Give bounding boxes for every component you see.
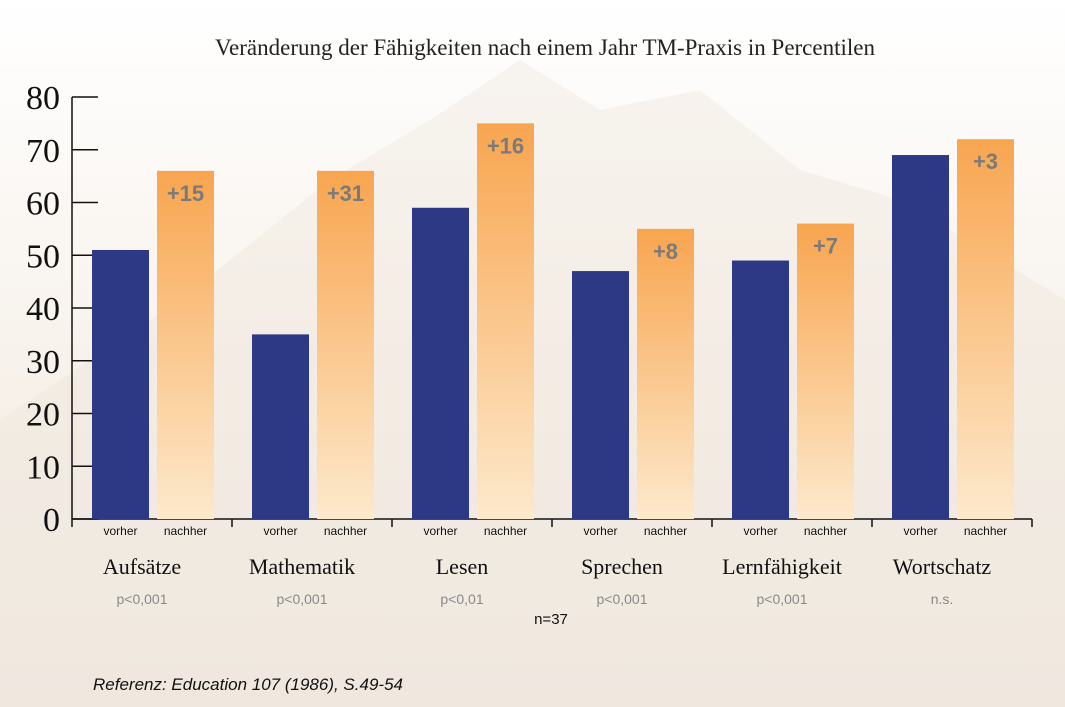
- significance-label: p<0,001: [757, 591, 808, 607]
- category-label: Lesen: [436, 554, 489, 579]
- bar-label-nachher: nachher: [164, 524, 207, 538]
- reference-note: Referenz: Education 107 (1986), S.49-54: [93, 675, 403, 694]
- category-label: Sprechen: [581, 554, 663, 579]
- bar-nachher-1: [317, 170, 374, 519]
- category-label: Mathematik: [249, 554, 355, 579]
- x-axis: vorher nachher Aufsätze p<0,001 vorher nachhe…: [71, 518, 1033, 607]
- bar-vorher-4: [732, 260, 789, 519]
- bar-label-vorher: vorher: [423, 524, 457, 538]
- bar-vorher-1: [252, 334, 309, 519]
- y-tick-label: 60: [26, 186, 60, 223]
- category-label: Aufsätze: [103, 554, 181, 579]
- difference-label: +7: [813, 234, 838, 259]
- y-tick-label: 40: [26, 291, 60, 328]
- difference-label: +8: [653, 239, 678, 264]
- bar-label-nachher: nachher: [644, 524, 687, 538]
- bar-vorher-0: [92, 249, 149, 519]
- chart-title: Veränderung der Fähigkeiten nach einem J…: [215, 35, 875, 60]
- bar-label-nachher: nachher: [484, 524, 527, 538]
- bar-label-vorher: vorher: [263, 524, 297, 538]
- bar-label-vorher: vorher: [103, 524, 137, 538]
- bar-label-nachher: nachher: [964, 524, 1007, 538]
- bar-label-vorher: vorher: [743, 524, 777, 538]
- bar-vorher-2: [412, 207, 469, 519]
- y-tick-label: 20: [26, 397, 60, 434]
- bar-label-nachher: nachher: [324, 524, 367, 538]
- significance-label: p<0,001: [597, 591, 648, 607]
- difference-label: +3: [973, 149, 998, 174]
- y-axis: 0 10 20 30 40 50 60 70 80: [26, 80, 98, 539]
- y-tick-label: 70: [26, 133, 60, 170]
- bar-label-nachher: nachher: [804, 524, 847, 538]
- bar-nachher-4: [797, 223, 854, 519]
- significance-label: n.s.: [931, 591, 954, 607]
- bar-vorher-3: [572, 271, 629, 519]
- difference-label: +16: [487, 133, 524, 158]
- y-tick-label: 30: [26, 344, 60, 381]
- bars: +15 +31 +16 +8 +7 +3: [92, 123, 1014, 519]
- sample-size: n=37: [534, 611, 568, 628]
- category-label: Lernfähigkeit: [722, 554, 842, 579]
- difference-label: +31: [327, 181, 364, 206]
- bar-nachher-3: [637, 228, 694, 519]
- bar-vorher-5: [892, 155, 949, 519]
- significance-label: p<0,001: [277, 591, 328, 607]
- bar-label-vorher: vorher: [583, 524, 617, 538]
- category-label: Wortschatz: [893, 554, 992, 579]
- y-tick-label: 10: [26, 449, 60, 486]
- difference-label: +15: [167, 181, 204, 206]
- bar-label-vorher: vorher: [903, 524, 937, 538]
- y-tick-label: 0: [43, 502, 60, 539]
- y-tick-label: 80: [26, 80, 60, 117]
- bar-nachher-2: [477, 123, 534, 519]
- significance-label: p<0,001: [117, 591, 168, 607]
- y-tick-label: 50: [26, 238, 60, 275]
- significance-label: p<0,01: [440, 591, 483, 607]
- bar-nachher-0: [157, 170, 214, 519]
- bar-nachher-5: [957, 139, 1014, 519]
